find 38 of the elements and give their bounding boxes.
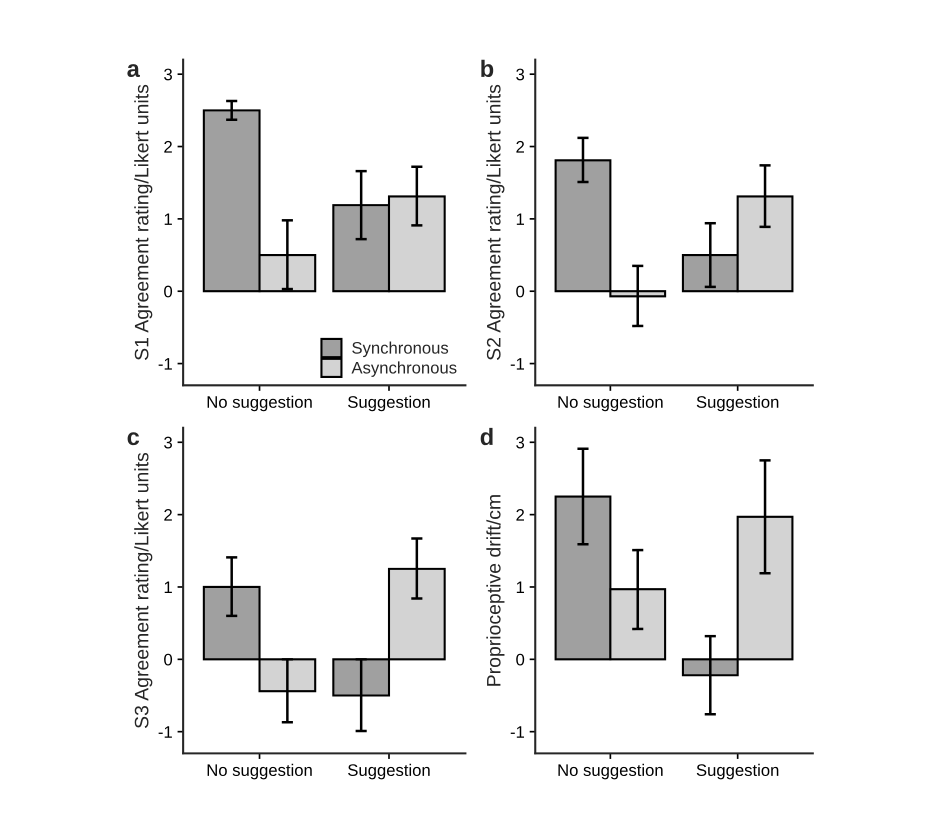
y-tick-label: -1 <box>158 726 172 738</box>
y-tick-label: 3 <box>164 436 172 448</box>
y-tick-label: 0 <box>516 286 524 298</box>
x-tick-label: Suggestion <box>348 764 430 780</box>
chart-title: b <box>481 60 494 78</box>
y-tick-label: 0 <box>164 286 172 298</box>
y-tick-label: 3 <box>516 436 524 448</box>
x-tick-label: Suggestion <box>696 396 778 412</box>
chart-title: c <box>128 432 140 446</box>
y-tick-label: -1 <box>510 726 524 738</box>
y-tick-label: 1 <box>164 213 172 225</box>
y-tick-label: 2 <box>516 509 524 521</box>
y-tick-label: 3 <box>516 68 524 80</box>
x-tick-label: No suggestion <box>208 396 312 412</box>
y-axis-title: S2 Agreement rating/Likert units <box>486 84 504 360</box>
y-tick-label: 1 <box>164 582 172 594</box>
legend-label: Asynchronous <box>351 361 456 377</box>
x-tick-label: Suggestion <box>696 764 778 780</box>
x-tick-label: No suggestion <box>208 764 312 780</box>
y-tick-label: 2 <box>164 140 172 153</box>
y-tick-label: -1 <box>510 358 524 370</box>
y-axis-title: Proprioceptive drift/cm <box>486 495 504 686</box>
y-tick-label: 0 <box>164 654 172 666</box>
y-tick-label: 1 <box>516 213 524 225</box>
chart-title: a <box>127 64 140 78</box>
legend-label: Synchronous <box>352 342 448 358</box>
chart-title: d <box>480 428 493 446</box>
x-tick-label: No suggestion <box>558 764 663 780</box>
y-tick-label: 0 <box>516 654 524 666</box>
y-tick-label: 2 <box>516 140 524 153</box>
x-tick-label: Suggestion <box>348 396 430 412</box>
y-axis-title: S3 Agreement rating/Likert units <box>134 452 152 728</box>
x-tick-label: No suggestion <box>558 396 663 412</box>
y-tick-label: -1 <box>158 358 172 370</box>
y-tick-label: 3 <box>164 68 172 80</box>
y-tick-label: 2 <box>164 509 172 521</box>
y-tick-label: 1 <box>516 582 524 594</box>
y-axis-title: S1 Agreement rating/Likert units <box>134 84 152 360</box>
